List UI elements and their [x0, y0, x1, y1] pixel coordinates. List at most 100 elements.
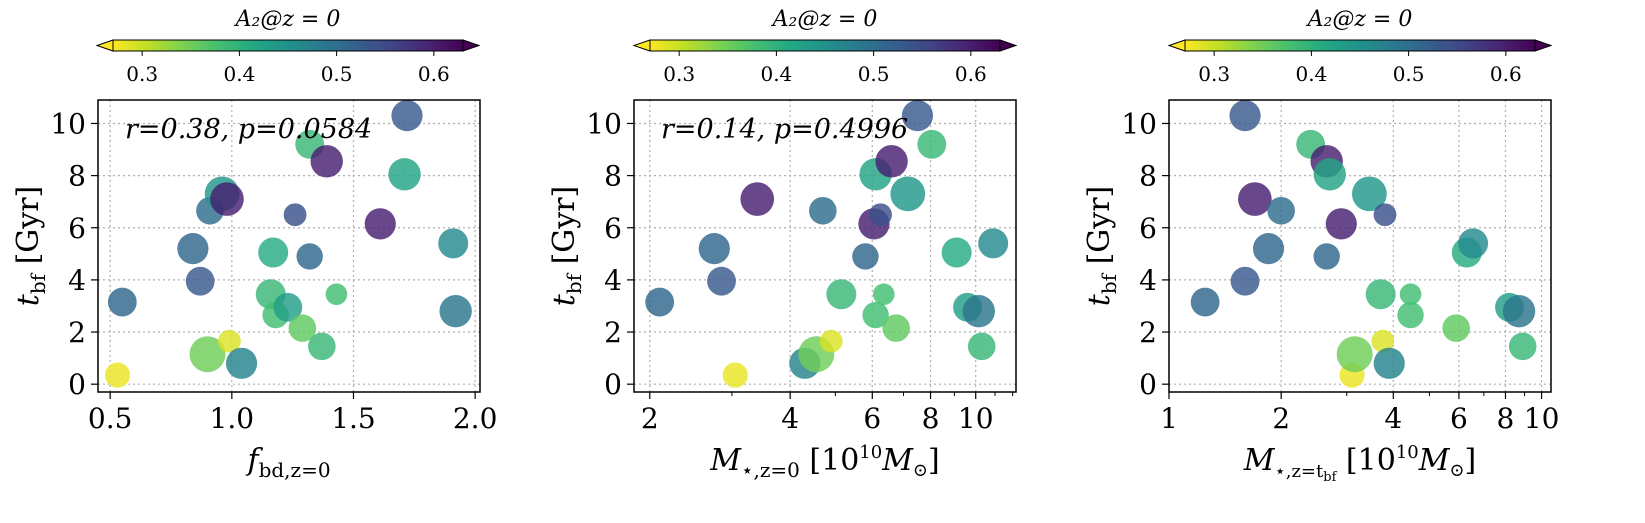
y-tick-label: 0: [68, 368, 86, 401]
x-tick-label: 10: [958, 402, 994, 435]
data-point: [869, 203, 892, 227]
data-point: [225, 347, 258, 379]
data-point: [258, 237, 289, 268]
data-point: [308, 332, 336, 361]
y-axis-label: tbf [Gyr]: [1082, 186, 1121, 306]
x-tick-label: 8: [922, 402, 940, 435]
colorbar-tick-label: 0.6: [955, 62, 987, 86]
colorbar-extend-high: [1534, 39, 1553, 52]
colorbar-title: A₂@z = 0: [1306, 7, 1413, 32]
colorbar-tick-label: 0.6: [1490, 62, 1522, 86]
data-point: [189, 336, 226, 373]
axes-frame: [633, 99, 1017, 393]
data-point: [875, 145, 908, 178]
colorbar: 0.3 0.4 0.5 0.6 A₂@z = 0: [1167, 7, 1553, 86]
y-tick-label: 2: [68, 316, 86, 349]
y-tick-label: 2: [604, 316, 622, 349]
data-point: [107, 287, 137, 317]
data-point: [1399, 283, 1422, 306]
y-tick-label: 6: [68, 212, 86, 245]
data-point: [645, 287, 675, 317]
data-point: [388, 158, 421, 191]
colorbar: 0.3 0.4 0.5 0.6 A₂@z = 0: [632, 7, 1018, 86]
y-tick-label: 4: [1139, 264, 1157, 297]
data-point: [819, 329, 843, 353]
colorbar-tick-label: 0.3: [1198, 62, 1230, 86]
colorbar-tick-label: 0.5: [1393, 62, 1425, 86]
data-point: [439, 294, 472, 328]
colorbar-extend-low: [1167, 39, 1186, 52]
data-point: [707, 266, 736, 296]
data-point: [438, 228, 469, 259]
data-point: [967, 332, 996, 361]
data-point: [962, 294, 995, 328]
x-tick-label: 2.0: [453, 402, 498, 435]
x-tick-label: 1.5: [331, 402, 376, 435]
data-point: [177, 233, 209, 265]
panel-1: 0.5 1.0 1.5 2.0 0 2 4 6 8 10 tbf [Gyr] fbd,z=0 r=0.3…: [11, 7, 497, 482]
correlation-annotation: r=0.14, p=0.4996: [661, 114, 908, 145]
x-tick-label: 2: [641, 402, 659, 435]
data-point: [809, 197, 837, 225]
data-point: [185, 266, 215, 296]
x-axis-label: M⋆,z=0 [1010M⊙]: [709, 442, 939, 482]
colorbar-title: A₂@z = 0: [234, 7, 341, 32]
data-point: [310, 145, 343, 178]
colorbar-bar: [112, 39, 464, 52]
axes-frame: [1168, 99, 1552, 393]
x-tick-label: 8: [1497, 402, 1515, 435]
data-point: [1371, 329, 1395, 353]
y-tick-label: 10: [50, 107, 86, 140]
colorbar-extend-low: [632, 39, 651, 52]
data-point: [722, 362, 748, 388]
y-tick-label: 2: [1139, 316, 1157, 349]
colorbar: 0.3 0.4 0.5 0.6 A₂@z = 0: [95, 7, 481, 86]
data-point: [978, 228, 1009, 259]
data-point: [1397, 301, 1424, 329]
x-tick-label: 1: [1160, 402, 1178, 435]
data-point: [1238, 182, 1272, 216]
colorbar-tick-label: 0.3: [663, 62, 695, 86]
data-point: [273, 292, 303, 322]
data-point: [882, 314, 910, 342]
data-point: [1229, 100, 1261, 132]
correlation-annotation: r=0.38, p=0.0584: [125, 114, 372, 145]
x-tick-label: 6: [863, 402, 881, 435]
y-tick-label: 8: [1139, 160, 1157, 193]
colorbar-extend-high: [999, 39, 1018, 52]
data-point: [852, 243, 879, 270]
y-tick-label: 0: [604, 368, 622, 401]
y-tick-label: 0: [1139, 368, 1157, 401]
y-tick-label: 10: [1121, 107, 1157, 140]
y-tick-label: 8: [68, 160, 86, 193]
data-point: [217, 329, 241, 353]
data-point: [210, 182, 244, 216]
data-point: [890, 176, 926, 212]
colorbar-tick-label: 0.5: [321, 62, 353, 86]
data-point: [1190, 287, 1220, 317]
data-point: [862, 301, 889, 329]
colorbar-bar: [1184, 39, 1536, 52]
x-axis-label: M⋆,z=tbf [1010M⊙]: [1243, 442, 1477, 485]
data-point: [1365, 279, 1396, 310]
x-tick-label: 1.0: [210, 402, 255, 435]
x-axis-label: fbd,z=0: [245, 443, 330, 482]
colorbar-extend-low: [95, 39, 114, 52]
x-tick-label: 0.5: [88, 402, 133, 435]
data-point: [1230, 266, 1260, 296]
data-point: [1502, 294, 1536, 328]
colorbar-title: A₂@z = 0: [771, 7, 878, 32]
data-point: [826, 279, 857, 310]
data-point: [296, 243, 323, 270]
y-tick-label: 6: [604, 212, 622, 245]
data-point: [1325, 208, 1357, 240]
data-point: [872, 283, 895, 306]
data-point: [1336, 336, 1373, 373]
x-tick-label: 4: [1384, 402, 1402, 435]
data-point: [1313, 243, 1340, 270]
data-point: [1508, 332, 1537, 361]
data-point: [740, 182, 775, 216]
colorbar-tick-label: 0.3: [126, 62, 158, 86]
data-point: [1442, 314, 1470, 342]
